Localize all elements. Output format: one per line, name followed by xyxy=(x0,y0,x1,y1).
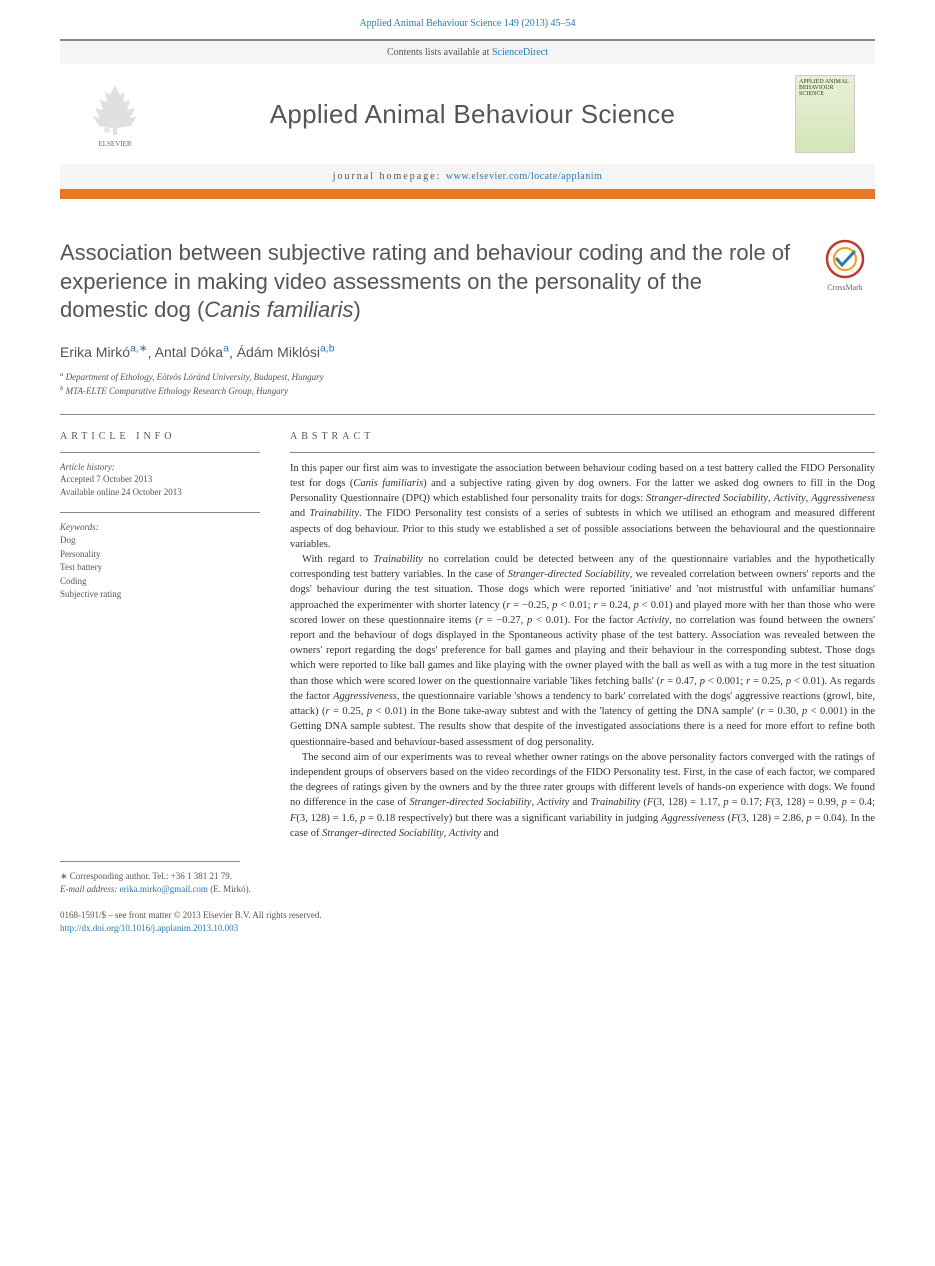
article-history: Article history: Accepted 7 October 2013… xyxy=(60,461,260,499)
homepage-link[interactable]: www.elsevier.com/locate/applanim xyxy=(446,171,602,182)
corr-author-line: ∗ Corresponding author. Tel.: +36 1 381 … xyxy=(60,870,875,883)
author-3: Ádám Miklósia,b xyxy=(237,344,335,360)
divider xyxy=(60,512,260,513)
journal-cover-thumbnail: APPLIED ANIMAL BEHAVIOUR SCIENCE xyxy=(795,75,855,153)
journal-banner: Contents lists available at ScienceDirec… xyxy=(60,39,875,189)
article-title: Association between subjective rating an… xyxy=(60,239,795,325)
author-1: Erika Mirkóa,∗ xyxy=(60,344,148,360)
keyword: Personality xyxy=(60,548,260,562)
copyright-block: 0168-1591/$ – see front matter © 2013 El… xyxy=(60,909,875,934)
journal-homepage-line: journal homepage: www.elsevier.com/locat… xyxy=(60,164,875,189)
crossmark-badge[interactable]: CrossMark xyxy=(815,239,875,292)
crossmark-label: CrossMark xyxy=(815,283,875,292)
email-suffix: (E. Mirkó). xyxy=(208,884,251,894)
abstract-p3: The second aim of our experiments was to… xyxy=(290,750,875,841)
author-2: Antal Dókaa xyxy=(155,344,229,360)
authors-line: Erika Mirkóa,∗, Antal Dókaa, Ádám Miklós… xyxy=(60,343,875,361)
history-label: Article history: xyxy=(60,461,260,474)
abstract-heading: ABSTRACT xyxy=(290,431,875,442)
email-label: E-mail address: xyxy=(60,884,120,894)
aff-link[interactable]: a xyxy=(223,343,229,355)
contents-line: Contents lists available at ScienceDirec… xyxy=(60,41,875,64)
aff-link[interactable]: a, xyxy=(130,343,139,355)
crossmark-icon xyxy=(825,239,865,279)
affiliation-b: b MTA-ELTE Comparative Ethology Research… xyxy=(60,384,875,398)
keyword: Coding xyxy=(60,575,260,589)
citation-link[interactable]: Applied Animal Behaviour Science 149 (20… xyxy=(359,18,575,29)
divider xyxy=(60,414,875,415)
keyword: Subjective rating xyxy=(60,588,260,602)
aff-link[interactable]: a,b xyxy=(320,343,335,355)
orange-divider-bar xyxy=(60,189,875,199)
keywords-block: Keywords: Dog Personality Test battery C… xyxy=(60,521,260,601)
online-date: Available online 24 October 2013 xyxy=(60,486,260,499)
divider xyxy=(290,452,875,453)
elsevier-logo: ELSEVIER xyxy=(80,74,150,154)
email-link[interactable]: erika.mirko@gmail.com xyxy=(120,884,208,894)
elsevier-label: ELSEVIER xyxy=(98,140,131,148)
citation-header: Applied Animal Behaviour Science 149 (20… xyxy=(0,0,935,39)
corr-link[interactable]: ∗ xyxy=(139,343,148,355)
elsevier-tree-icon xyxy=(85,80,145,140)
accepted-date: Accepted 7 October 2013 xyxy=(60,473,260,486)
corresponding-author-footnote: ∗ Corresponding author. Tel.: +36 1 381 … xyxy=(60,870,875,895)
contents-prefix: Contents lists available at xyxy=(387,47,492,58)
abstract-p2: With regard to Trainability no correlati… xyxy=(290,552,875,750)
homepage-prefix: journal homepage: xyxy=(333,171,446,182)
copyright-line: 0168-1591/$ – see front matter © 2013 El… xyxy=(60,909,875,922)
journal-name: Applied Animal Behaviour Science xyxy=(270,99,676,130)
abstract-p1: In this paper our first aim was to inves… xyxy=(290,461,875,552)
footnote-divider xyxy=(60,861,240,862)
email-line: E-mail address: erika.mirko@gmail.com (E… xyxy=(60,883,875,896)
affiliation-a: a Department of Ethology, Eötvös Lóránd … xyxy=(60,370,875,384)
sciencedirect-link[interactable]: ScienceDirect xyxy=(492,47,548,58)
doi-link[interactable]: http://dx.doi.org/10.1016/j.applanim.201… xyxy=(60,923,238,933)
keyword: Dog xyxy=(60,534,260,548)
article-info-heading: ARTICLE INFO xyxy=(60,431,260,442)
abstract-text: In this paper our first aim was to inves… xyxy=(290,461,875,841)
keywords-label: Keywords: xyxy=(60,521,260,534)
keyword: Test battery xyxy=(60,561,260,575)
affiliations: a Department of Ethology, Eötvös Lóránd … xyxy=(60,370,875,397)
divider xyxy=(60,452,260,453)
